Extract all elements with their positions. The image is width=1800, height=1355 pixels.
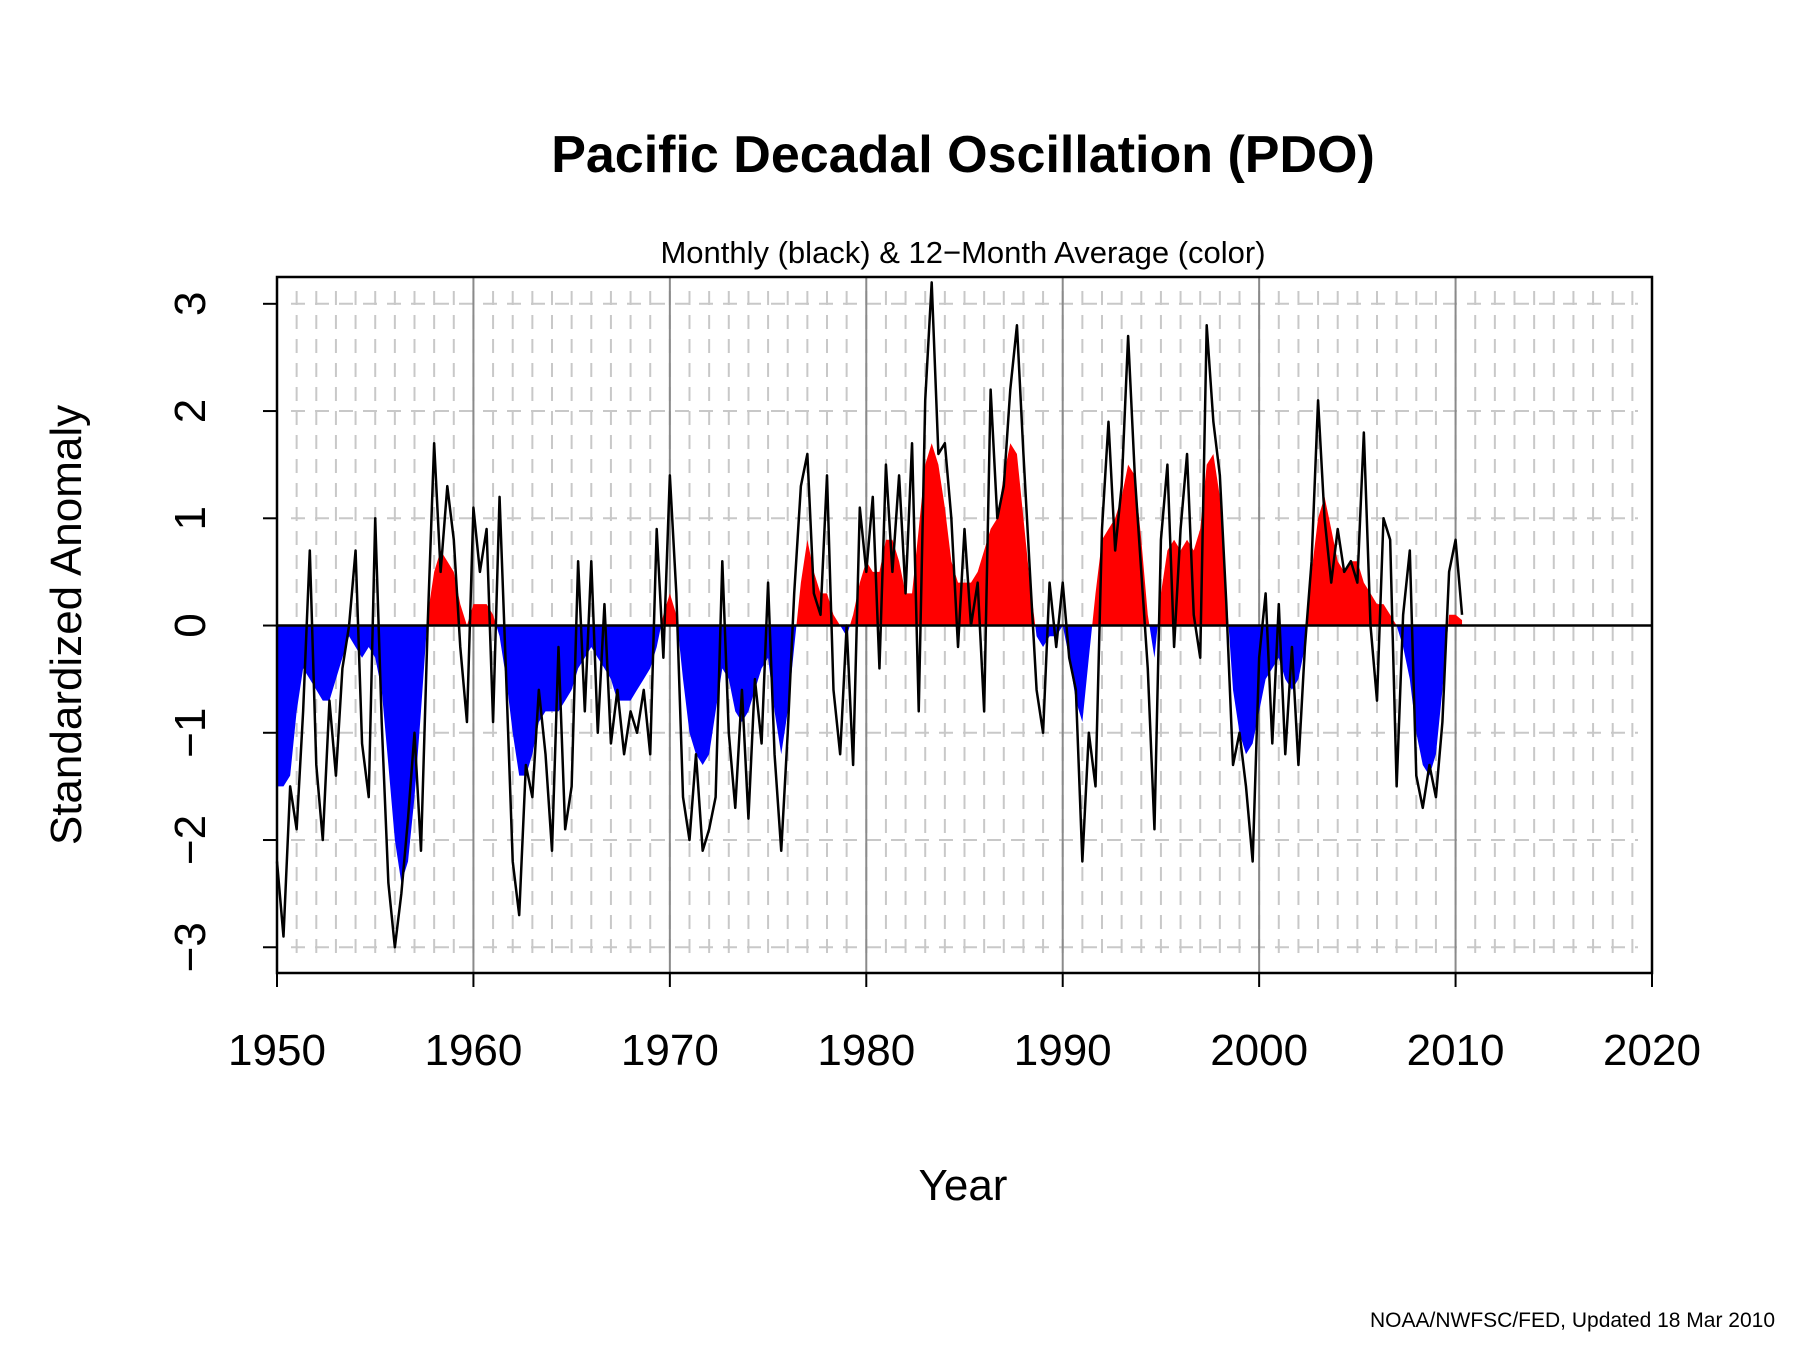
average-area-positive: [277, 443, 1463, 626]
x-tick-label: 1950: [228, 1026, 326, 1075]
x-tick-label: 1970: [621, 1026, 719, 1075]
y-tick-label: −1: [166, 708, 215, 758]
x-tick-label: 2020: [1603, 1026, 1701, 1075]
y-tick-label: 3: [166, 292, 215, 316]
chart-title: Pacific Decadal Oscillation (PDO): [551, 126, 1375, 184]
x-tick-label: 2010: [1407, 1026, 1505, 1075]
average-area-negative: [277, 625, 1449, 883]
footnote: NOAA/NWFSC/FED, Updated 18 Mar 2010: [1370, 1309, 1775, 1332]
x-tick-label: 1980: [817, 1026, 915, 1075]
chart-subtitle: Monthly (black) & 12−Month Average (colo…: [660, 235, 1265, 270]
y-tick-label: 0: [166, 613, 215, 637]
y-tick-label: 1: [166, 506, 215, 530]
plot-frame: [275, 275, 1654, 975]
x-tick-label: 1960: [424, 1026, 522, 1075]
x-tick-label: 2000: [1210, 1026, 1308, 1075]
x-tick-label: 1990: [1014, 1026, 1112, 1075]
y-tick-label: −3: [166, 922, 215, 972]
x-axis-title: Year: [919, 1161, 1008, 1210]
monthly-line: [275, 281, 1464, 949]
y-tick-label: 2: [166, 399, 215, 423]
y-tick-label: −2: [166, 815, 215, 865]
y-axis-title: Standardized Anomaly: [42, 405, 91, 845]
